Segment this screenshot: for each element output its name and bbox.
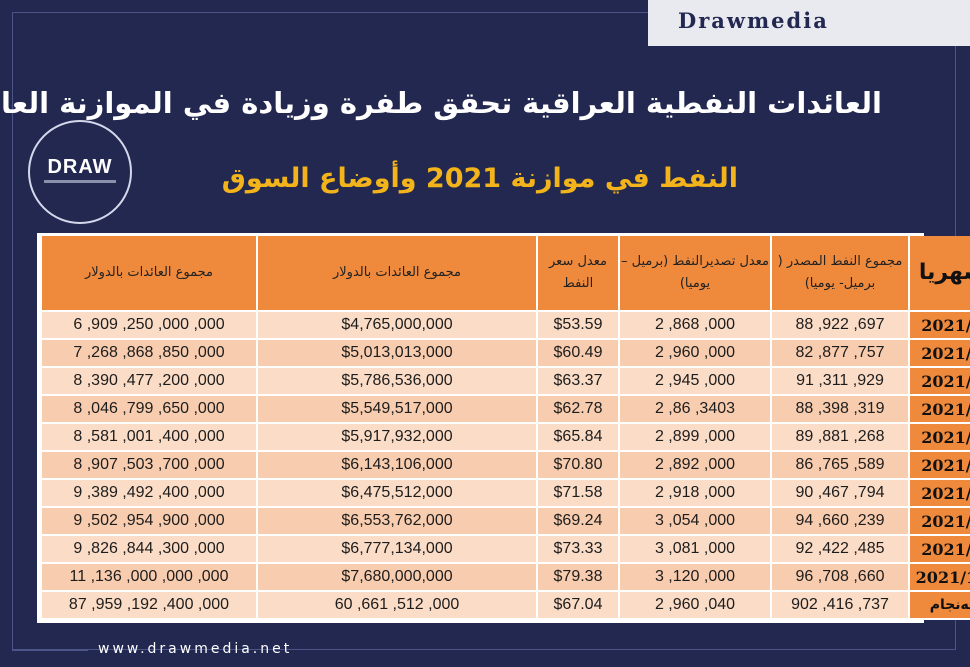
cell-month: 2021/9 bbox=[910, 536, 970, 564]
cell-month: 2021/10 bbox=[910, 564, 970, 592]
table-row: 9 ,502 ,954 ,900 ,000 $6,553,762,000 $69.2… bbox=[42, 508, 970, 536]
cell-price: $67.04 bbox=[538, 592, 618, 620]
cell-price: $70.80 bbox=[538, 452, 618, 480]
cell-revenue-alt: 8 ,390 ,477 ,200 ,000 bbox=[42, 368, 256, 396]
header-revenue-alt: مجموع العائدات بالدولار bbox=[42, 236, 256, 312]
cell-revenue: $7,680,000,000 bbox=[258, 564, 536, 592]
cell-revenue-alt: 9 ,826 ,844 ,300 ,000 bbox=[42, 536, 256, 564]
cell-revenue: $6,475,512,000 bbox=[258, 480, 536, 508]
cell-revenue: $4,765,000,000 bbox=[258, 312, 536, 340]
cell-revenue: $5,917,932,000 bbox=[258, 424, 536, 452]
table-row: 11 ,136 ,000 ,000 ,000 $7,680,000,000 $79.… bbox=[42, 564, 970, 592]
revenue-table-container: مجموع العائدات بالدولار مجموع العائدات ب… bbox=[37, 233, 970, 623]
cell-revenue-alt: 87 ,959 ,192 ,400 ,000 bbox=[42, 592, 256, 620]
cell-revenue-alt: 8 ,046 ,799 ,650 ,000 bbox=[42, 396, 256, 424]
table-row: 8 ,581 ,001 ,400 ,000 $5,917,932,000 $65.8… bbox=[42, 424, 970, 452]
cell-export-rate: 3 ,081 ,000 bbox=[620, 536, 770, 564]
cell-revenue-alt: 7 ,268 ,868 ,850 ,000 bbox=[42, 340, 256, 368]
cell-revenue: $5,013,013,000 bbox=[258, 340, 536, 368]
footer-url: www.drawmedia.net bbox=[98, 641, 293, 657]
table-row: 8 ,907 ,503 ,700 ,000 $6,143,106,000 $70.8… bbox=[42, 452, 970, 480]
cell-export-rate: 3 ,054 ,000 bbox=[620, 508, 770, 536]
cell-export-rate: 3 ,120 ,000 bbox=[620, 564, 770, 592]
cell-month: 2021/3 bbox=[910, 368, 970, 396]
cell-produced: 91 ,311 ,929 bbox=[772, 368, 908, 396]
cell-revenue: $5,786,536,000 bbox=[258, 368, 536, 396]
cell-month: 2021/6 bbox=[910, 452, 970, 480]
cell-month: 2021/7 bbox=[910, 480, 970, 508]
cell-revenue-alt: 6 ,909 ,250 ,000 ,000 bbox=[42, 312, 256, 340]
cell-price: $79.38 bbox=[538, 564, 618, 592]
cell-export-rate: 2 ,960 ,040 bbox=[620, 592, 770, 620]
cell-price: $71.58 bbox=[538, 480, 618, 508]
header-produced: مجموع النفط المصدر ( برميل- يوميا) bbox=[772, 236, 908, 312]
table-row: 8 ,390 ,477 ,200 ,000 $5,786,536,000 $63.3… bbox=[42, 368, 970, 396]
page-title: العائدات النفطية العراقية تحقق طفرة وزيا… bbox=[0, 86, 882, 120]
cell-price: $65.84 bbox=[538, 424, 618, 452]
cell-produced: 86 ,765 ,589 bbox=[772, 452, 908, 480]
cell-export-rate: 2 ,868 ,000 bbox=[620, 312, 770, 340]
brand-bar: Drawmedia bbox=[648, 0, 970, 46]
cell-export-rate: 2 ,945 ,000 bbox=[620, 368, 770, 396]
cell-export-rate: 2 ,918 ,000 bbox=[620, 480, 770, 508]
cell-price: $60.49 bbox=[538, 340, 618, 368]
table-row: 6 ,909 ,250 ,000 ,000 $4,765,000,000 $53.5… bbox=[42, 312, 970, 340]
cell-revenue: $6,143,106,000 bbox=[258, 452, 536, 480]
cell-month: ئەنجام bbox=[910, 592, 970, 620]
table-row: 87 ,959 ,192 ,400 ,000 60 ,661 ,512 ,000 $… bbox=[42, 592, 970, 620]
cell-price: $73.33 bbox=[538, 536, 618, 564]
header-month: شهريا bbox=[910, 236, 970, 312]
cell-price: $69.24 bbox=[538, 508, 618, 536]
cell-revenue-alt: 11 ,136 ,000 ,000 ,000 bbox=[42, 564, 256, 592]
cell-export-rate: 2 ,899 ,000 bbox=[620, 424, 770, 452]
revenue-table: مجموع العائدات بالدولار مجموع العائدات ب… bbox=[40, 236, 970, 620]
cell-produced: 902 ,416 ,737 bbox=[772, 592, 908, 620]
cell-produced: 92 ,422 ,485 bbox=[772, 536, 908, 564]
header-price: معدل سعر النفط bbox=[538, 236, 618, 312]
cell-revenue-alt: 8 ,581 ,001 ,400 ,000 bbox=[42, 424, 256, 452]
table-row: 8 ,046 ,799 ,650 ,000 $5,549,517,000 $62.7… bbox=[42, 396, 970, 424]
cell-export-rate: 2 ,892 ,000 bbox=[620, 452, 770, 480]
cell-produced: 90 ,467 ,794 bbox=[772, 480, 908, 508]
cell-price: $63.37 bbox=[538, 368, 618, 396]
cell-export-rate: 2 ,86 ,3403 bbox=[620, 396, 770, 424]
table-row: 9 ,826 ,844 ,300 ,000 $6,777,134,000 $73.3… bbox=[42, 536, 970, 564]
logo-text: DRAW bbox=[47, 156, 113, 178]
cell-produced: 94 ,660 ,239 bbox=[772, 508, 908, 536]
cell-produced: 89 ,881 ,268 bbox=[772, 424, 908, 452]
table-row: 9 ,389 ,492 ,400 ,000 $6,475,512,000 $71.5… bbox=[42, 480, 970, 508]
draw-logo: DRAW bbox=[28, 120, 132, 224]
cell-price: $53.59 bbox=[538, 312, 618, 340]
cell-month: 2021/4 bbox=[910, 396, 970, 424]
footer-divider bbox=[12, 650, 88, 651]
header-export-rate: معدل تصديرالنفط (برميل – يوميا) bbox=[620, 236, 770, 312]
cell-revenue: $6,553,762,000 bbox=[258, 508, 536, 536]
cell-price: $62.78 bbox=[538, 396, 618, 424]
cell-export-rate: 2 ,960 ,000 bbox=[620, 340, 770, 368]
cell-month: 2021/8 bbox=[910, 508, 970, 536]
cell-revenue: $5,549,517,000 bbox=[258, 396, 536, 424]
cell-month: 2021/5 bbox=[910, 424, 970, 452]
cell-produced: 82 ,877 ,757 bbox=[772, 340, 908, 368]
page-subtitle: النفط في موازنة 2021 وأوضاع السوق bbox=[221, 163, 738, 194]
table-header-row: مجموع العائدات بالدولار مجموع العائدات ب… bbox=[42, 236, 970, 312]
cell-revenue-alt: 9 ,389 ,492 ,400 ,000 bbox=[42, 480, 256, 508]
logo-underline bbox=[44, 180, 116, 183]
cell-revenue-alt: 9 ,502 ,954 ,900 ,000 bbox=[42, 508, 256, 536]
cell-month: 2021/1 bbox=[910, 312, 970, 340]
header-revenue: مجموع العائدات بالدولار bbox=[258, 236, 536, 312]
cell-produced: 88 ,398 ,319 bbox=[772, 396, 908, 424]
cell-month: 2021/2 bbox=[910, 340, 970, 368]
cell-revenue-alt: 8 ,907 ,503 ,700 ,000 bbox=[42, 452, 256, 480]
brand-name: Drawmedia bbox=[678, 8, 829, 33]
cell-revenue: 60 ,661 ,512 ,000 bbox=[258, 592, 536, 620]
cell-revenue: $6,777,134,000 bbox=[258, 536, 536, 564]
cell-produced: 88 ,922 ,697 bbox=[772, 312, 908, 340]
cell-produced: 96 ,708 ,660 bbox=[772, 564, 908, 592]
table-row: 7 ,268 ,868 ,850 ,000 $5,013,013,000 $60.4… bbox=[42, 340, 970, 368]
